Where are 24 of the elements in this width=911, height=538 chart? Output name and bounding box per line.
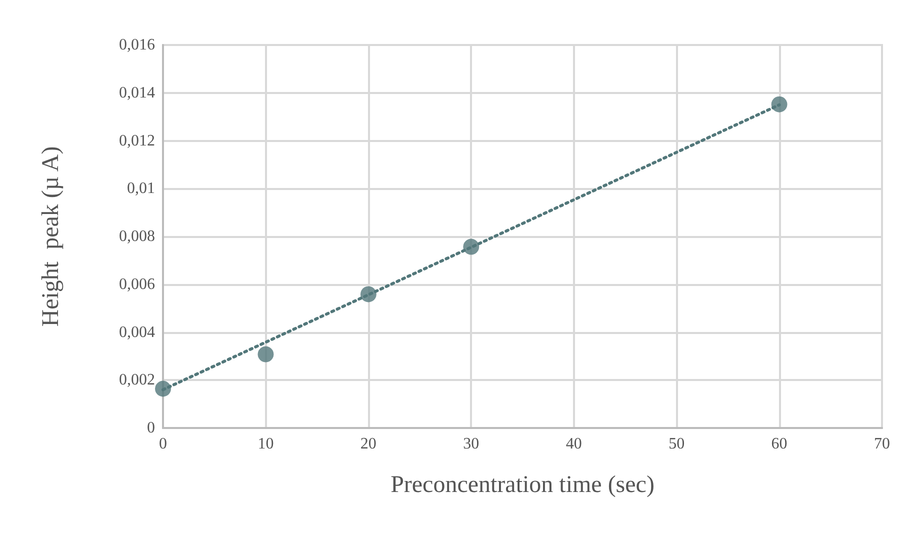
x-tick-label: 10 <box>258 436 274 452</box>
x-tick-label: 40 <box>566 436 582 452</box>
x-tick-label: 70 <box>874 436 890 452</box>
x-tick-label: 50 <box>668 436 685 452</box>
x-axis-title: Preconcentration time (sec) <box>390 472 654 498</box>
y-tick-label: 0,002 <box>119 372 155 389</box>
y-axis-title: Height peak (µ A) <box>38 146 64 327</box>
point <box>360 286 376 302</box>
y-tick-label: 0,012 <box>119 132 155 150</box>
y-tick-label: 0,014 <box>119 84 155 102</box>
x-tick-label: 20 <box>360 436 376 452</box>
y-tick-label: 0 <box>147 420 155 436</box>
point <box>155 380 171 397</box>
y-tick-label: 0,016 <box>119 36 155 54</box>
x-tick-label: 30 <box>463 436 480 452</box>
y-tick-label: 0,008 <box>119 228 155 245</box>
point <box>771 96 788 112</box>
y-tick-label: 0,01 <box>127 180 155 198</box>
y-tick-label: 0,004 <box>119 324 155 341</box>
x-tick-label: 0 <box>159 436 167 452</box>
point <box>258 346 274 362</box>
y-tick-label: 0,006 <box>119 276 155 293</box>
point <box>463 238 480 255</box>
x-tick-label: 60 <box>771 436 788 452</box>
